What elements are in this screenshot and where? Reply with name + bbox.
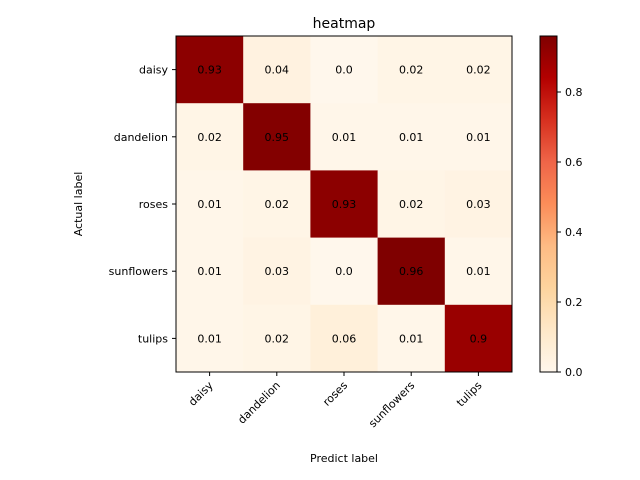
x-tick-label: sunflowers (366, 379, 417, 430)
cell-value-label: 0.01 (399, 131, 424, 144)
cell-value-label: 0.01 (197, 265, 222, 278)
heatmap-cell (444, 103, 513, 171)
cell-value-label: 0.02 (466, 64, 491, 77)
cell-value-label: 0.01 (466, 131, 491, 144)
cell-value-label: 0.03 (466, 198, 491, 211)
y-axis-label: Actual label (72, 172, 85, 237)
heatmap-cell (176, 170, 244, 239)
colorbar-tick-label: 0.2 (565, 296, 583, 309)
colorbar-tick-label: 0.8 (565, 86, 583, 99)
heatmap-cell (243, 304, 311, 373)
heatmap-cell (444, 170, 513, 239)
cell-value-label: 0.02 (197, 131, 222, 144)
x-axis-label: Predict label (310, 452, 378, 465)
colorbar-ticks: 0.0 0.2 0.4 0.6 0.8 (557, 86, 583, 379)
cell-value-label: 0.0 (335, 265, 353, 278)
heatmap-cell-labels: 0.93 0.04 0.0 0.02 0.02 0.02 0.95 0.01 0.01 0.01 0… (197, 64, 490, 346)
colorbar-tick-label: 0.4 (565, 226, 583, 239)
heatmap-cell (377, 170, 446, 239)
heatmap-cell (377, 304, 446, 373)
heatmap-cell (310, 170, 379, 239)
y-tick-label: sunflowers (109, 265, 169, 278)
heatmap-cell (377, 103, 446, 171)
colorbar-tick-label: 0.0 (565, 366, 583, 379)
chart-title: heatmap (313, 16, 376, 32)
cell-value-label: 0.04 (265, 64, 290, 77)
y-tick-label: daisy (139, 64, 169, 77)
heatmap-cell (243, 103, 311, 171)
x-tick-label: daisy (186, 379, 216, 409)
heatmap-cell (310, 103, 379, 171)
cell-value-label: 0.01 (197, 198, 222, 211)
cell-value-label: 0.0 (335, 64, 353, 77)
cell-value-label: 0.9 (470, 332, 488, 345)
cell-value-label: 0.96 (399, 265, 424, 278)
cell-value-label: 0.01 (399, 332, 424, 345)
x-tick-label: roses (320, 379, 350, 409)
cell-value-label: 0.95 (265, 131, 290, 144)
heatmap-cell (176, 36, 244, 104)
cell-value-label: 0.02 (399, 64, 424, 77)
cell-value-label: 0.06 (332, 332, 357, 345)
heatmap-cell (243, 36, 311, 104)
cell-value-label: 0.01 (197, 332, 222, 345)
heatmap-cell (310, 36, 379, 104)
heatmap-cell (444, 304, 513, 373)
cell-value-label: 0.02 (399, 198, 424, 211)
cell-value-label: 0.03 (265, 265, 290, 278)
y-tick-label: roses (139, 198, 169, 211)
heatmap-cell (444, 237, 513, 306)
cell-value-label: 0.01 (332, 131, 357, 144)
heatmap-cell (176, 304, 244, 373)
heatmap-cell (243, 170, 311, 239)
heatmap-cell (176, 103, 244, 171)
colorbar (539, 35, 558, 373)
cell-value-label: 0.02 (265, 332, 290, 345)
heatmap-cell (444, 36, 513, 104)
y-tick-label: dandelion (114, 131, 168, 144)
heatmap-cell (176, 237, 244, 306)
y-tick-label: tulips (138, 332, 168, 345)
heatmap-cell (310, 237, 379, 306)
y-axis-ticks: daisy dandelion roses sunflowers tulips (109, 64, 176, 345)
heatmap-cells (176, 36, 513, 373)
heatmap-cell (243, 237, 311, 306)
colorbar-tick-label: 0.6 (565, 156, 583, 169)
cell-value-label: 0.93 (197, 64, 222, 77)
x-tick-label: tulips (454, 379, 485, 410)
heatmap-cell (310, 304, 379, 373)
x-axis-ticks: daisy dandelion roses sunflowers tulips (186, 372, 485, 430)
cell-value-label: 0.01 (466, 265, 491, 278)
x-tick-label: dandelion (235, 379, 283, 427)
cell-value-label: 0.93 (332, 198, 357, 211)
heatmap-cell (377, 237, 446, 306)
cell-value-label: 0.02 (265, 198, 290, 211)
heatmap-cell (377, 36, 446, 104)
